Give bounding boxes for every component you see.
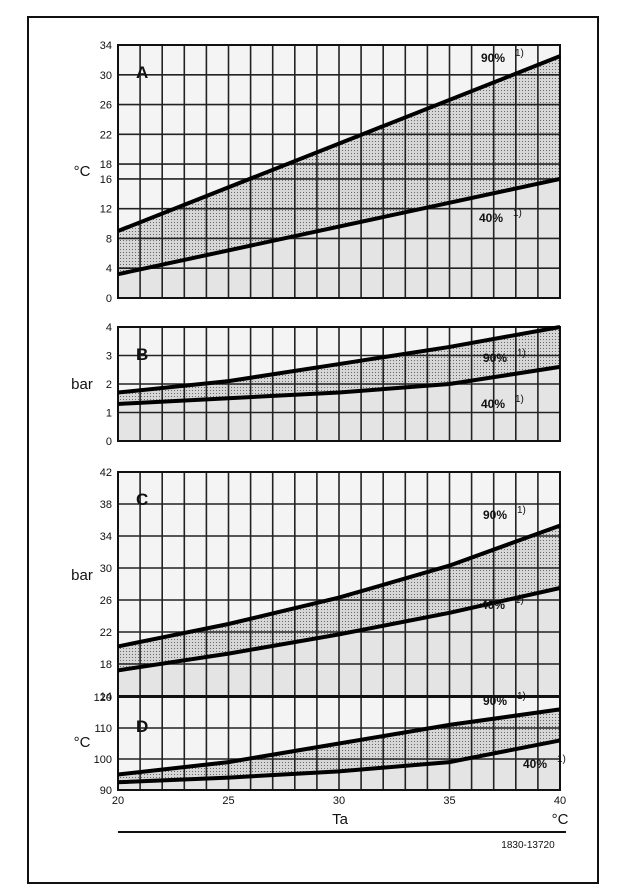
panel-c-y-tick-label: 22 <box>100 627 112 639</box>
panel-d-x-tick-label: 20 <box>112 795 124 807</box>
panel-b-letter: B <box>136 345 148 364</box>
panel-b-y-tick-label: 2 <box>106 379 112 391</box>
panel-c-y-tick-label: 42 <box>100 467 112 479</box>
panel-a-y-tick-label: 18 <box>100 159 112 171</box>
x-axis-name: Ta <box>332 811 349 828</box>
panel-a-footnote-mark: 1) <box>515 48 524 59</box>
panel-a-y-tick-label: 30 <box>100 70 112 82</box>
panel-b-border <box>117 326 561 442</box>
panel-c-footnote-mark: 1) <box>517 505 526 516</box>
panel-d-x-tick-label: 25 <box>222 795 234 807</box>
panel-d-y-tick-label: 120 <box>94 692 112 704</box>
panel-d-series-lower <box>117 738 561 785</box>
panel-c-y-tick-label: 38 <box>100 499 112 511</box>
panel-a-border <box>117 44 561 299</box>
panel-a-y-tick-label: 34 <box>100 40 112 52</box>
panel-d-curve-label-lower: 40% <box>523 757 547 771</box>
x-axis-unit: °C <box>552 811 569 828</box>
panel-c-series-upper <box>117 523 561 649</box>
panel-d-letter: D <box>136 717 148 736</box>
panel-d-x-tick-label: 35 <box>443 795 455 807</box>
panel-a-y-tick-label: 0 <box>106 293 112 305</box>
panel-c-footnote-mark: 1) <box>515 595 524 606</box>
panel-d-border <box>117 696 561 791</box>
panel-b-footnote-mark: 1) <box>517 348 526 359</box>
panel-a-series-upper <box>117 54 561 233</box>
panel-a-unit-label: °C <box>74 163 91 180</box>
panel-d-unit-label: °C <box>74 734 91 751</box>
panel-a-y-tick-label: 4 <box>106 263 112 275</box>
panel-b-y-tick-label: 4 <box>106 322 112 334</box>
panel-c-series-lower <box>117 586 561 673</box>
panel-b-curve-label-upper: 90% <box>483 351 507 365</box>
panel-a-y-tick-label: 22 <box>100 129 112 141</box>
panel-b-y-tick-label: 0 <box>106 436 112 448</box>
panel-c-y-tick-label: 18 <box>100 659 112 671</box>
panel-a-curve-label-lower: 40% <box>479 211 503 225</box>
panel-b-curve-label-lower: 40% <box>481 397 505 411</box>
panel-c-curve-label-upper: 90% <box>483 508 507 522</box>
panel-c-unit-label: bar <box>71 567 93 584</box>
panel-c-curve-label-lower: 40% <box>481 598 505 612</box>
panel-d-footnote-mark: 1) <box>517 691 526 702</box>
panel-b-series-upper <box>117 325 561 395</box>
panel-c-y-tick-label: 30 <box>100 563 112 575</box>
panel-c-letter: C <box>136 490 148 509</box>
panel-c-y-tick-label: 14 <box>100 691 112 703</box>
panel-b-unit-label: bar <box>71 376 93 393</box>
panel-d-y-tick-label: 90 <box>100 785 112 797</box>
panel-a-y-tick-label: 26 <box>100 100 112 112</box>
panel-a-letter: A <box>136 63 148 82</box>
figure-code: 1830-13720 <box>501 840 555 851</box>
panel-a-series-lower <box>117 176 561 277</box>
panel-d-y-tick-label: 100 <box>94 754 112 766</box>
panel-b-y-tick-label: 3 <box>106 351 112 363</box>
panel-c-y-tick-label: 34 <box>100 531 112 543</box>
panel-a-y-tick-label: 8 <box>106 233 112 245</box>
panel-b-y-tick-label: 1 <box>106 408 112 420</box>
panel-d-series-upper <box>117 707 561 777</box>
panel-a-footnote-mark: 1) <box>513 208 522 219</box>
panel-a-y-tick-label: 16 <box>100 174 112 186</box>
panel-d-curve-label-upper: 90% <box>483 694 507 708</box>
panel-d-x-tick-label: 30 <box>333 795 345 807</box>
outer-frame <box>27 16 599 884</box>
panel-d-y-tick-label: 110 <box>94 723 112 735</box>
panel-b-footnote-mark: 1) <box>515 394 524 405</box>
panel-a-curve-label-upper: 90% <box>481 51 505 65</box>
panel-d-x-tick-label: 40 <box>554 795 566 807</box>
panel-b-series-lower <box>117 364 561 406</box>
panel-c-y-tick-label: 26 <box>100 595 112 607</box>
panel-d-footnote-mark: 1) <box>557 754 566 765</box>
panel-a-y-tick-label: 12 <box>100 204 112 216</box>
